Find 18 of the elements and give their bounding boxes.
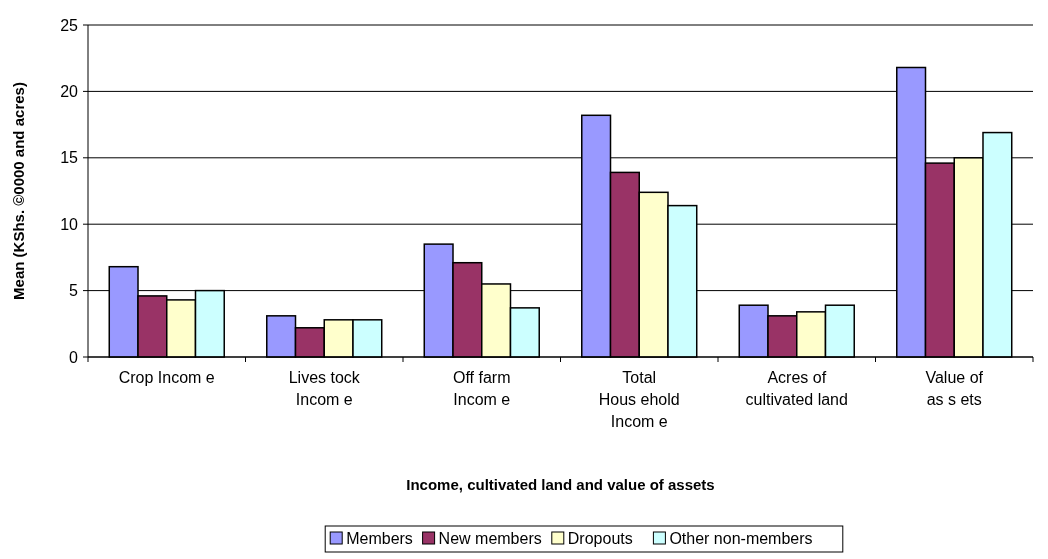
legend-label: New members <box>438 529 542 547</box>
y-tick-label: 15 <box>60 149 79 167</box>
y-tick-label: 10 <box>60 215 79 233</box>
x-tick-label: Lives tock Incom e <box>288 369 361 408</box>
y-tick-label: 20 <box>60 83 79 100</box>
y-tick-label: 0 <box>69 348 79 366</box>
x-tick-label: Off farm Incom e <box>453 369 511 408</box>
x-tick-label: Value of as s ets <box>925 369 984 408</box>
y-tick-label: 25 <box>60 16 79 34</box>
x-tick-label: Total Hous ehold Incom e <box>598 369 680 430</box>
legend-label: Other non-members <box>669 529 813 547</box>
y-tick-label: 5 <box>69 282 79 300</box>
x-axis-title: Income, cultivated land and value of assets <box>406 476 715 493</box>
legend-label: Dropouts <box>567 529 633 547</box>
x-tick-label: Crop Incom e <box>118 369 215 386</box>
legend-label: Members <box>346 529 413 547</box>
y-axis-title: Mean (KShs. ©0000 and acres) <box>10 82 27 300</box>
x-tick-label: Acres of cultivated land <box>745 369 848 408</box>
